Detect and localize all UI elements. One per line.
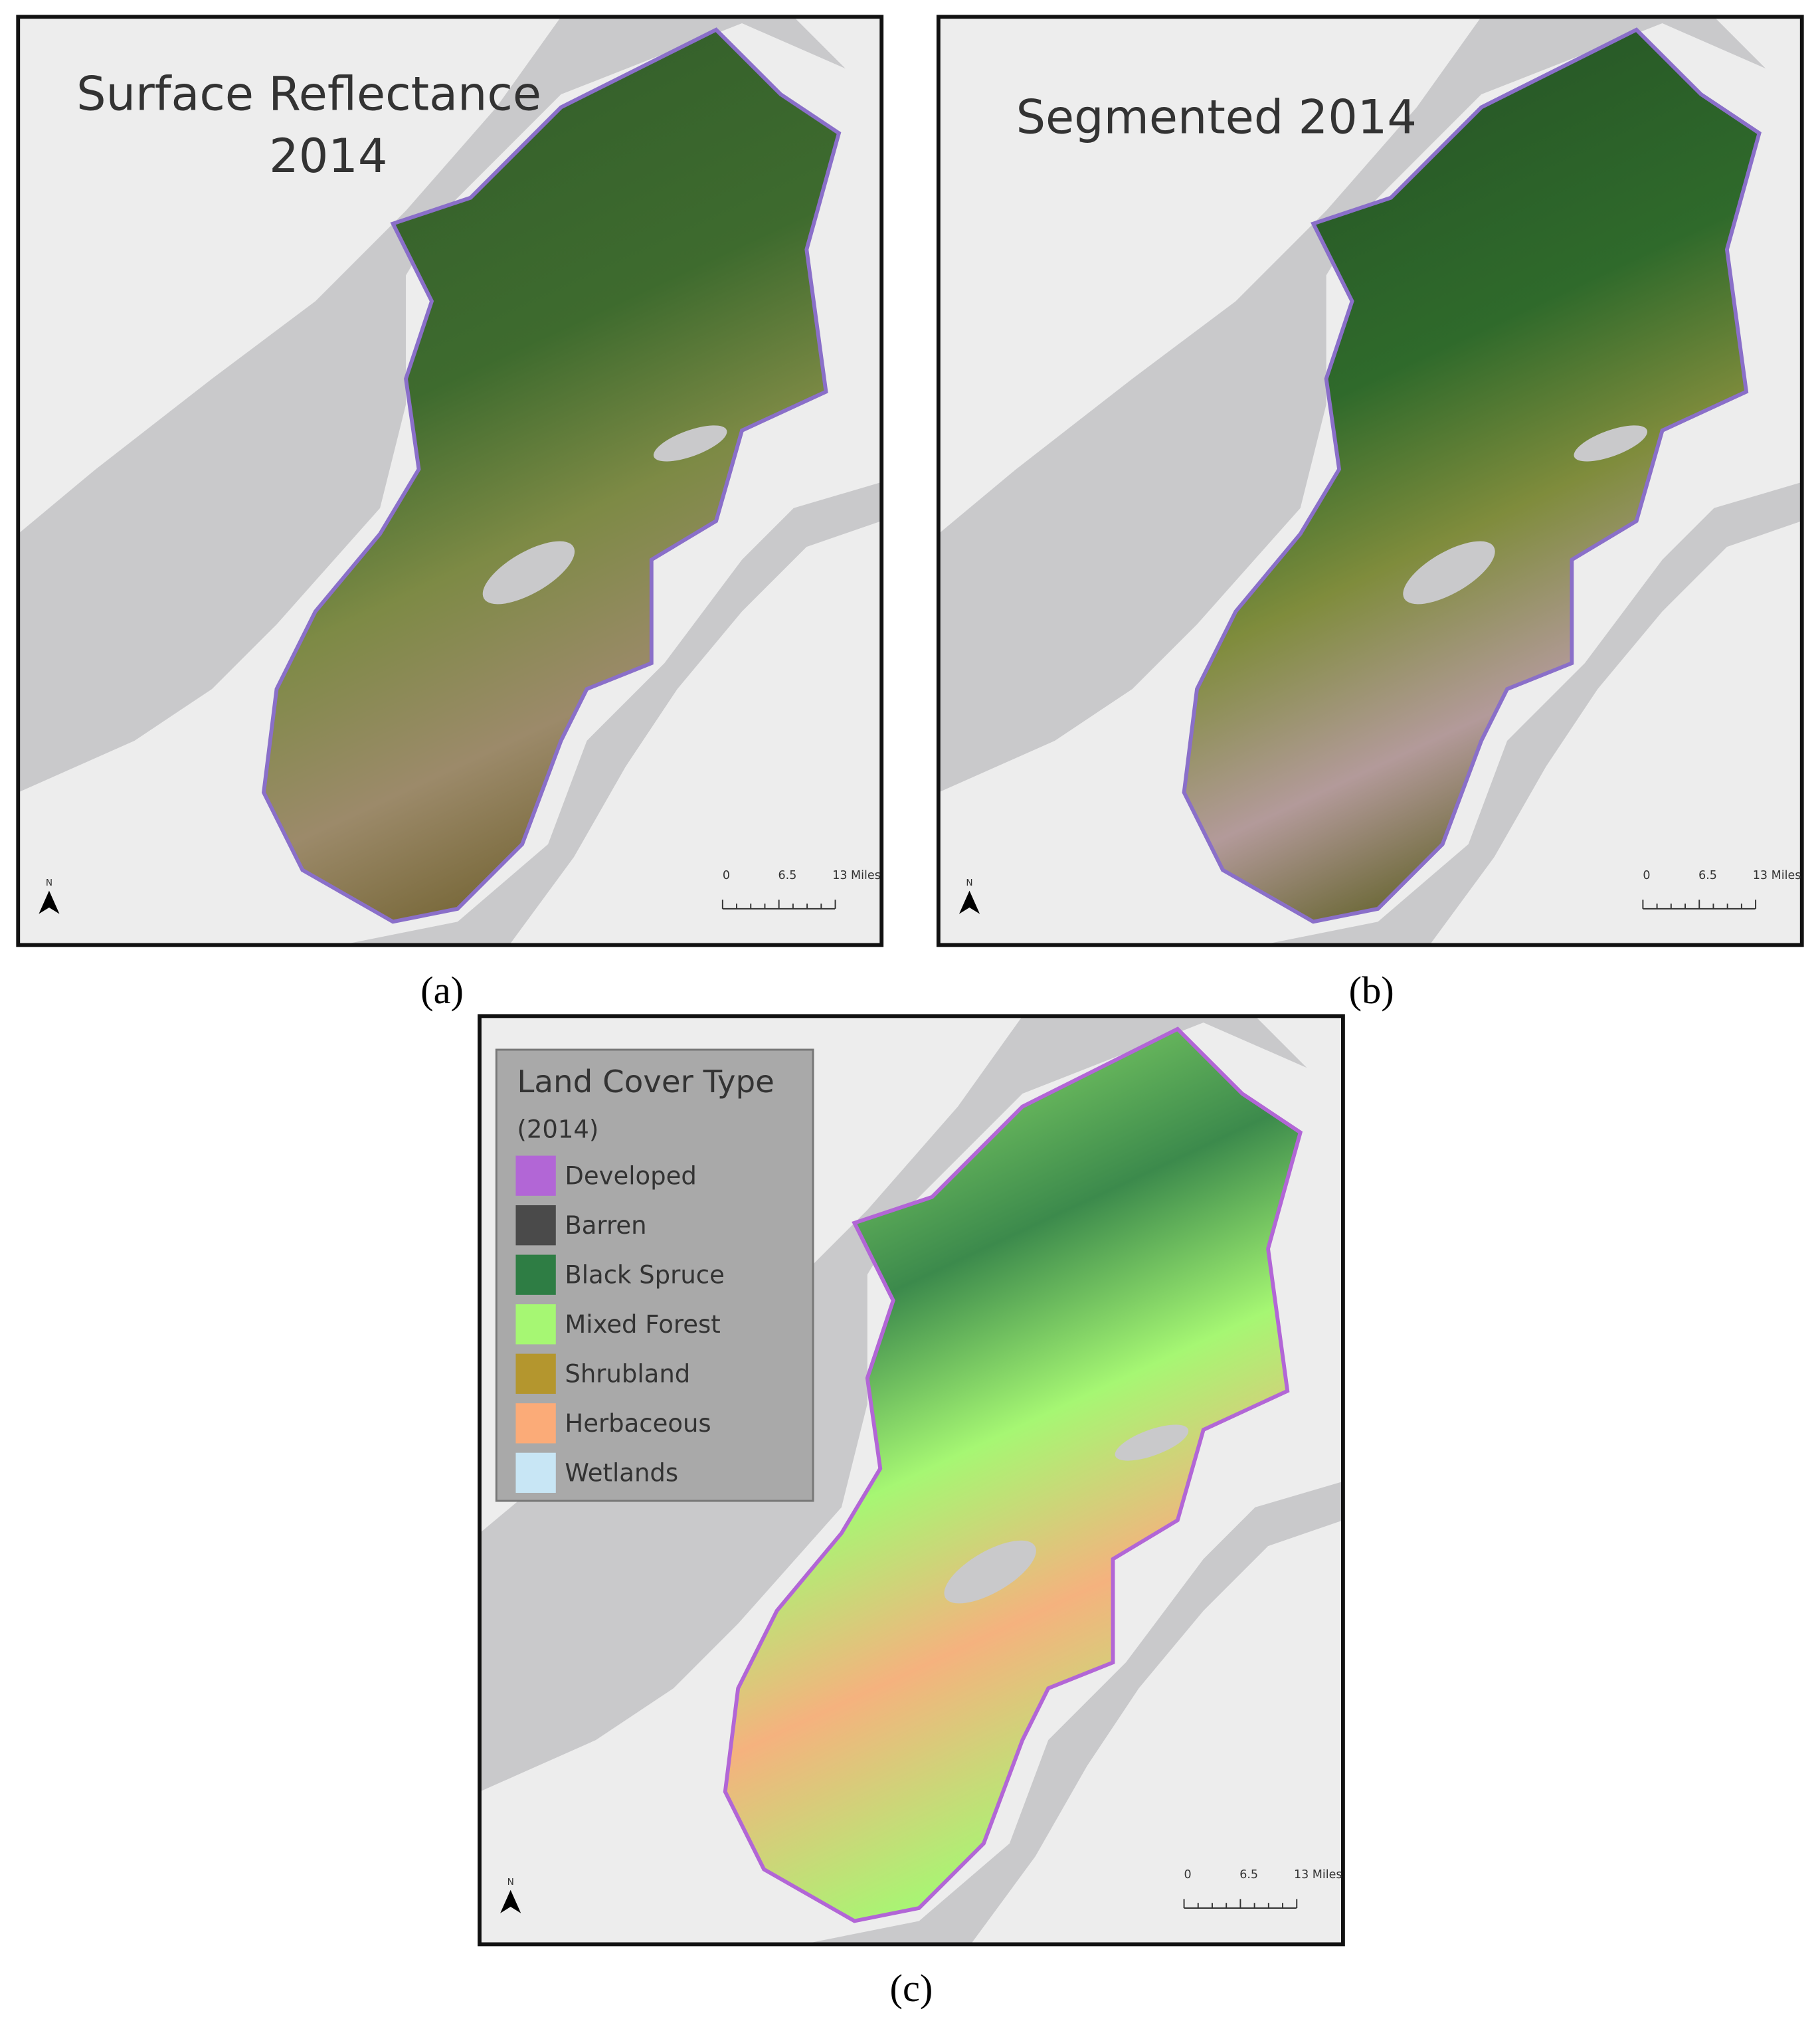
legend-swatch	[515, 1353, 556, 1394]
panel-caption: (a)	[420, 969, 464, 1012]
legend-label: Black Spruce	[565, 1260, 724, 1289]
water	[341, 482, 882, 945]
scale-label: 6.5	[778, 869, 797, 882]
scale-label: 13 Miles	[832, 869, 881, 882]
legend-subtitle: (2014)	[517, 1115, 598, 1143]
map-panel: Surface Reflectance 2014 N 0 6.5 13 Miles	[16, 15, 884, 947]
scale-bar: 0 6.5 13 Miles	[721, 869, 881, 910]
north-label: N	[507, 1877, 514, 1887]
water	[802, 1481, 1343, 1945]
north-label: N	[46, 878, 52, 888]
water	[938, 17, 1766, 793]
legend-swatch	[515, 1452, 556, 1493]
north-arrow	[39, 890, 60, 914]
legend-swatch	[515, 1403, 556, 1444]
peninsula-raster	[723, 1026, 1303, 1923]
legend-label: Wetlands	[565, 1458, 678, 1487]
legend-swatch	[515, 1254, 556, 1295]
legend-swatch	[515, 1304, 556, 1345]
legend-label: Developed	[565, 1161, 696, 1190]
legend-swatch	[515, 1155, 556, 1196]
panel-caption: (b)	[1349, 969, 1394, 1012]
water	[18, 17, 846, 793]
map-body	[938, 17, 1802, 945]
legend-label: Shrubland	[565, 1359, 690, 1388]
panel-frame	[478, 1014, 1345, 1947]
panel-title: 2014	[269, 129, 387, 183]
lake	[944, 1540, 1036, 1604]
legend: Land Cover Type (2014) Developed Barren Blac…	[495, 1048, 814, 1502]
panel-frame	[936, 15, 1804, 947]
lake	[482, 541, 575, 605]
scale-label: 13 Miles	[1753, 869, 1801, 882]
water	[1261, 482, 1802, 945]
water	[479, 1016, 1307, 1792]
scale-label: 6.5	[1698, 869, 1717, 882]
panel-frame	[16, 15, 884, 947]
scale-label: 13 Miles	[1294, 1868, 1342, 1882]
lake	[1403, 541, 1495, 605]
scale-label: 0	[1184, 1868, 1192, 1882]
scale-label: 6.5	[1239, 1868, 1258, 1882]
legend-title: Land Cover Type	[517, 1064, 774, 1100]
lake	[1574, 425, 1648, 462]
panel-title: Segmented 2014	[1016, 90, 1417, 144]
map-panel: N 0 6.5 13 Miles Land Cover Type (2014) Develo…	[478, 1014, 1345, 1947]
peninsula-raster	[1182, 27, 1762, 924]
legend-label: Herbaceous	[565, 1409, 711, 1438]
legend-label: Barren	[565, 1211, 646, 1240]
north-arrow	[958, 890, 980, 914]
panel-caption: (c)	[890, 1967, 933, 2010]
map-panel: Segmented 2014 N 0 6.5 13 Miles	[936, 15, 1804, 947]
scale-bar: 0 6.5 13 Miles	[1183, 1868, 1342, 1909]
legend-label: Mixed Forest	[565, 1310, 720, 1339]
north-arrow	[500, 1889, 521, 1913]
legend-swatch	[515, 1205, 556, 1246]
panel-title: Surface Reflectance	[76, 66, 541, 121]
scale-label: 0	[723, 869, 730, 882]
scale-label: 0	[1643, 869, 1650, 882]
lake	[1115, 1424, 1189, 1461]
map-body	[18, 17, 882, 945]
scale-bar: 0 6.5 13 Miles	[1642, 869, 1801, 910]
north-label: N	[966, 878, 972, 888]
peninsula-raster	[261, 27, 842, 924]
lake	[653, 425, 727, 462]
